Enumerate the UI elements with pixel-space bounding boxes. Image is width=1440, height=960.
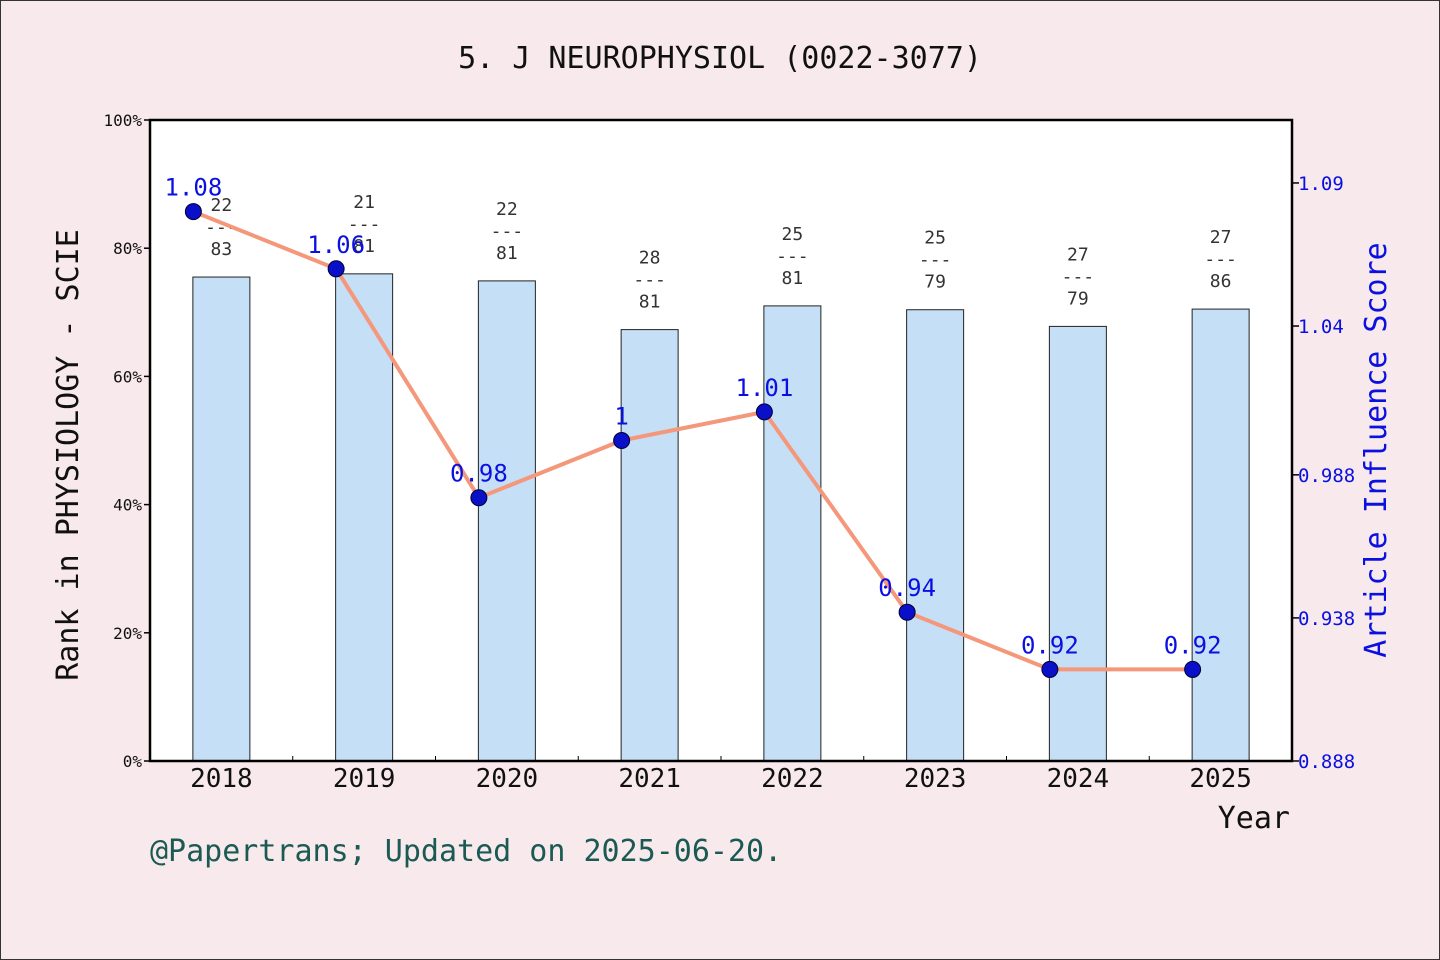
- line-point-2022: [755, 403, 773, 421]
- bar-rank-label: 27: [1210, 227, 1232, 248]
- y-tick-label-right: 0.888: [1298, 751, 1355, 773]
- y-axis-right-label: Article Influence Score: [1359, 242, 1394, 657]
- bar-2022: [763, 305, 822, 762]
- line-segment: [762, 409, 910, 615]
- bar-rank-label: 27: [1067, 244, 1089, 265]
- bar-fraction-line: ---: [633, 270, 666, 291]
- line-point-2023: [898, 603, 916, 621]
- x-tick-label: 2022: [761, 764, 824, 794]
- chart-title: 5. J NEUROPHYSIOL (0022-3077): [458, 41, 982, 76]
- line-value-label: 1.06: [307, 231, 365, 259]
- line-segment: [619, 409, 767, 443]
- y-tick-label-right: 1.04: [1298, 316, 1344, 338]
- bar-total-label: 86: [1210, 271, 1232, 292]
- bar-2025: [1191, 308, 1250, 762]
- bar-2023: [906, 309, 965, 762]
- line-value-label: 0.92: [1164, 631, 1222, 659]
- line-segment: [476, 438, 624, 500]
- bar-2019: [335, 273, 394, 762]
- line-point-2021: [613, 432, 631, 449]
- x-tick-label: 2025: [1189, 764, 1252, 794]
- x-tick-label: 2018: [190, 764, 253, 794]
- x-tick-label: 2021: [618, 764, 681, 794]
- bar-rank-label: 21: [353, 192, 375, 213]
- bar-2020: [477, 280, 536, 762]
- y-axis-left-label: Rank in PHYSIOLOGY - SCIE: [51, 229, 86, 681]
- bar-total-label: 79: [1067, 288, 1089, 309]
- bar-fraction-line: ---: [348, 214, 381, 235]
- y-tick-label-left: 100%: [103, 111, 142, 130]
- plot-area: [150, 120, 1292, 761]
- bar-rank-label: 25: [782, 224, 804, 245]
- bar-fraction-line: ---: [919, 250, 952, 271]
- line-value-label: 1.08: [164, 174, 222, 202]
- x-tick-label: 2023: [904, 764, 967, 794]
- line-point-2020: [470, 489, 488, 507]
- y-tick-label-left: 20%: [113, 624, 142, 643]
- x-tick-label: 2024: [1047, 764, 1110, 794]
- x-axis-label: Year: [1218, 801, 1290, 836]
- line-value-label: 0.98: [450, 460, 508, 488]
- bar-2024: [1048, 325, 1107, 762]
- bar-total-label: 83: [211, 239, 233, 260]
- bar-rank-label: 25: [924, 228, 946, 249]
- bar-2021: [620, 329, 679, 762]
- bar-fraction-line: ---: [1204, 249, 1237, 270]
- bar-total-label: 81: [496, 243, 518, 264]
- line-value-label: 1.01: [735, 374, 793, 402]
- line-value-label: 0.92: [1021, 631, 1079, 659]
- line-point-2018: [184, 203, 202, 221]
- bar-fraction-line: ---: [491, 221, 524, 242]
- line-segment: [191, 209, 339, 271]
- y-tick-label-left: 80%: [113, 239, 142, 258]
- line-value-label: 0.94: [878, 574, 936, 602]
- line-value-label: 1: [614, 403, 628, 431]
- x-tick-label: 2019: [333, 764, 396, 794]
- y-tick-label-right: 0.988: [1298, 465, 1355, 487]
- y-tick-label-right: 1.09: [1298, 173, 1344, 195]
- line-point-2019: [327, 260, 345, 278]
- bar-rank-label: 22: [211, 195, 233, 216]
- bar-rank-label: 28: [639, 248, 661, 269]
- y-tick-label-right: 0.938: [1298, 608, 1355, 630]
- bar-rank-label: 22: [496, 199, 518, 220]
- line-point-2024: [1041, 660, 1059, 678]
- y-tick-label-left: 0%: [123, 752, 143, 771]
- line-point-2025: [1184, 660, 1202, 678]
- footer-credit: @Papertrans; Updated on 2025-06-20.: [150, 834, 783, 869]
- line-segment: [905, 610, 1052, 672]
- bar-2018: [192, 276, 251, 762]
- y-tick-label-left: 60%: [113, 367, 142, 386]
- bar-fraction-line: ---: [1062, 266, 1095, 287]
- bar-total-label: 81: [782, 268, 804, 289]
- bar-fraction-line: ---: [205, 217, 238, 238]
- line-segment: [334, 266, 481, 500]
- y-tick-label-left: 40%: [113, 496, 142, 515]
- bar-fraction-line: ---: [776, 246, 809, 267]
- bar-total-label: 81: [639, 292, 661, 313]
- bar-total-label: 79: [924, 272, 946, 293]
- x-tick-label: 2020: [476, 764, 539, 794]
- bar-total-label: 81: [353, 236, 375, 257]
